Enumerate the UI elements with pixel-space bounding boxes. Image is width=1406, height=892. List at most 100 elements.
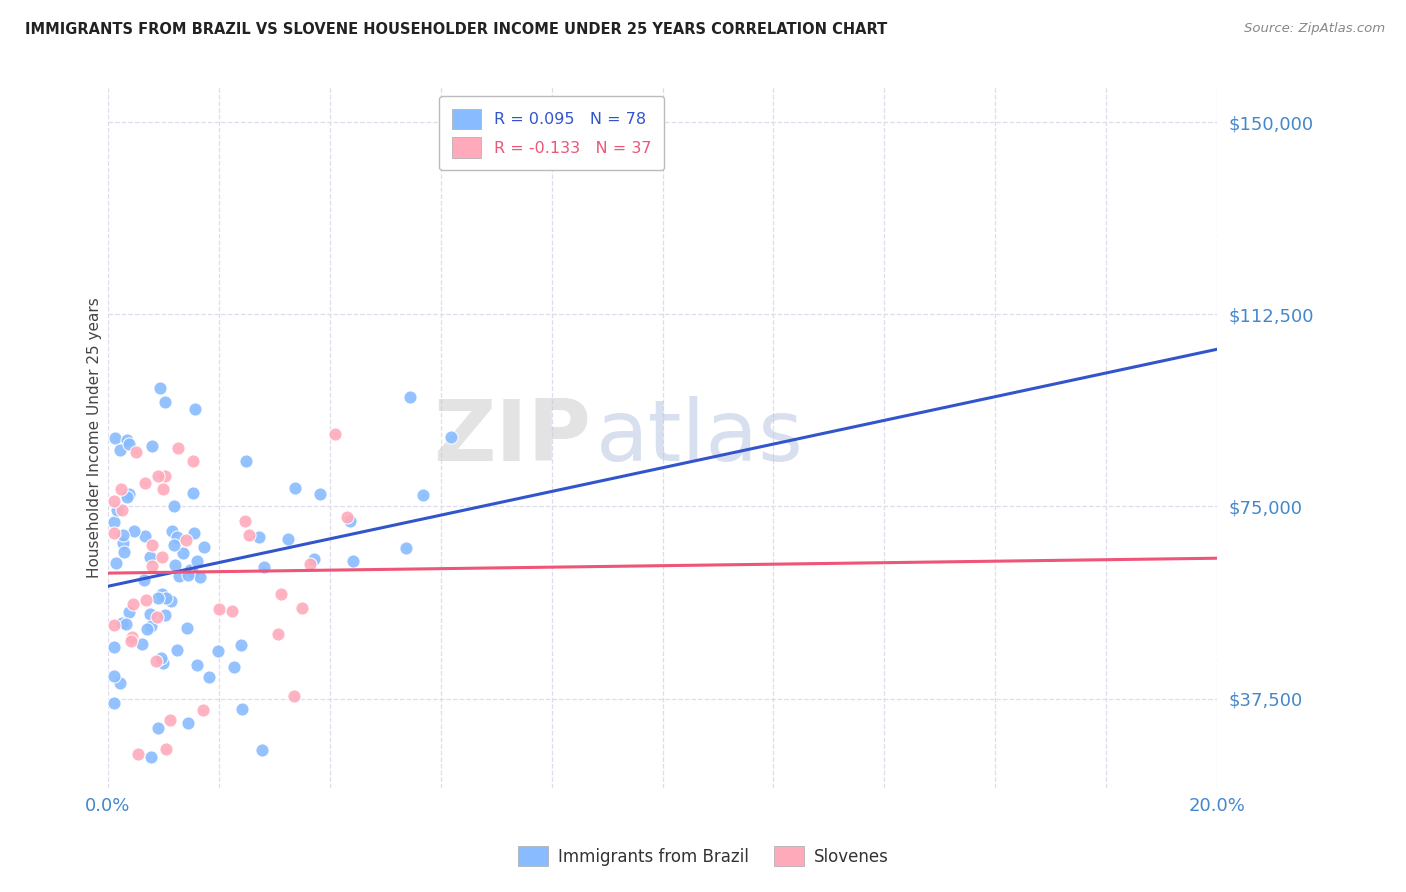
Point <box>115 433 138 447</box>
Point <box>103 493 125 508</box>
Point <box>163 499 186 513</box>
Point <box>160 594 183 608</box>
Point <box>118 436 141 450</box>
Point <box>111 536 134 550</box>
Point <box>139 749 162 764</box>
Point <box>115 490 138 504</box>
Point <box>186 554 208 568</box>
Point <box>135 622 157 636</box>
Point <box>150 549 173 564</box>
Point <box>395 541 418 556</box>
Point <box>134 476 156 491</box>
Point <box>233 515 256 529</box>
Y-axis label: Householder Income Under 25 years: Householder Income Under 25 years <box>87 297 101 578</box>
Point <box>166 442 188 456</box>
Point <box>155 742 177 756</box>
Point <box>127 747 149 761</box>
Point <box>141 538 163 552</box>
Point <box>150 587 173 601</box>
Point <box>181 566 204 580</box>
Point <box>339 514 361 528</box>
Point <box>176 621 198 635</box>
Point <box>181 485 204 500</box>
Point <box>149 381 172 395</box>
Point <box>103 515 125 529</box>
Point <box>298 557 321 571</box>
Point <box>188 569 211 583</box>
Point <box>291 601 314 615</box>
Point <box>118 605 141 619</box>
Point <box>146 591 169 605</box>
Point <box>146 468 169 483</box>
Point <box>325 426 347 441</box>
Point <box>108 442 131 457</box>
Point <box>155 591 177 605</box>
Point <box>103 618 125 632</box>
Point <box>153 395 176 409</box>
Point <box>309 486 332 500</box>
Point <box>172 546 194 560</box>
Text: ZIP: ZIP <box>433 396 591 479</box>
Point <box>139 619 162 633</box>
Point <box>149 650 172 665</box>
Point <box>146 721 169 735</box>
Point <box>134 529 156 543</box>
Point <box>110 675 132 690</box>
Point <box>110 482 132 496</box>
Point <box>145 654 167 668</box>
Point <box>152 656 174 670</box>
Point <box>165 558 187 573</box>
Point <box>174 533 197 547</box>
Point <box>163 538 186 552</box>
Point <box>231 702 253 716</box>
Point <box>160 524 183 538</box>
Text: atlas: atlas <box>596 396 804 479</box>
Point <box>179 563 201 577</box>
Point <box>336 510 359 524</box>
Point <box>399 390 422 404</box>
Point <box>103 696 125 710</box>
Point <box>105 503 128 517</box>
Point <box>342 554 364 568</box>
Point <box>302 551 325 566</box>
Point <box>104 556 127 570</box>
Point <box>183 453 205 467</box>
Point <box>250 743 273 757</box>
Point <box>112 527 135 541</box>
Point <box>247 530 270 544</box>
Text: IMMIGRANTS FROM BRAZIL VS SLOVENE HOUSEHOLDER INCOME UNDER 25 YEARS CORRELATION : IMMIGRANTS FROM BRAZIL VS SLOVENE HOUSEH… <box>25 22 887 37</box>
Point <box>221 604 243 618</box>
Point <box>270 587 292 601</box>
Point <box>184 402 207 417</box>
Point <box>186 657 208 672</box>
Point <box>139 607 162 621</box>
Point <box>207 643 229 657</box>
Point <box>103 526 125 541</box>
Point <box>121 630 143 644</box>
Point <box>124 524 146 539</box>
Point <box>132 574 155 588</box>
Point <box>440 430 463 444</box>
Point <box>177 568 200 582</box>
Point <box>114 616 136 631</box>
Legend: Immigrants from Brazil, Slovenes: Immigrants from Brazil, Slovenes <box>510 839 896 873</box>
Point <box>138 550 160 565</box>
Point <box>145 610 167 624</box>
Point <box>104 431 127 445</box>
Point <box>141 439 163 453</box>
Point <box>135 593 157 607</box>
Point <box>167 569 190 583</box>
Point <box>153 469 176 483</box>
Legend: R = 0.095   N = 78, R = -0.133   N = 37: R = 0.095 N = 78, R = -0.133 N = 37 <box>439 95 664 170</box>
Point <box>111 616 134 631</box>
Point <box>277 533 299 547</box>
Point <box>152 482 174 496</box>
Point <box>131 637 153 651</box>
Point <box>118 486 141 500</box>
Point <box>191 703 214 717</box>
Point <box>198 670 221 684</box>
Point <box>235 454 257 468</box>
Point <box>253 559 276 574</box>
Point <box>193 541 215 555</box>
Point <box>112 545 135 559</box>
